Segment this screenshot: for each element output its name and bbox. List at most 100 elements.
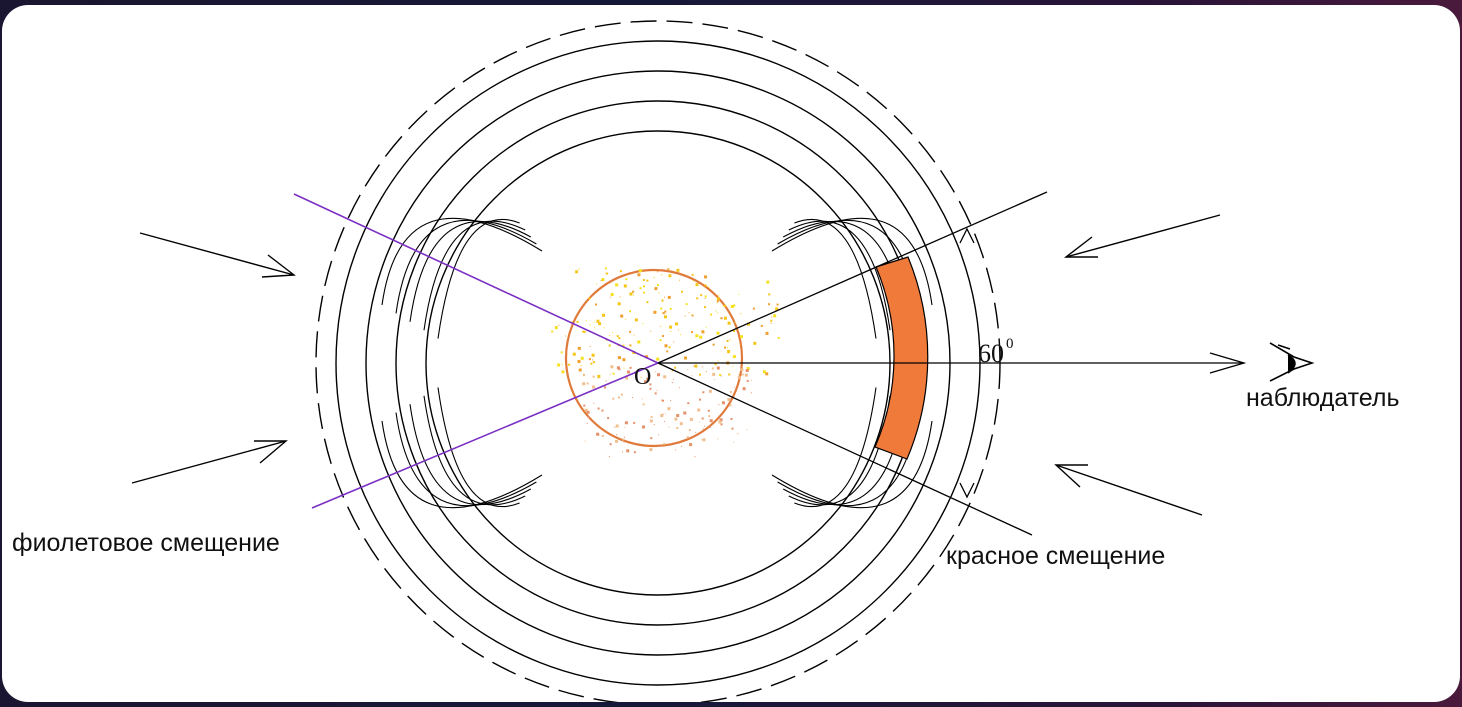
star-speckle <box>664 344 668 348</box>
star-speckle <box>596 432 600 436</box>
star-speckle <box>561 370 565 374</box>
star-speckle <box>656 357 660 361</box>
star-speckle <box>676 268 680 272</box>
diagram-panel: O 60 0 фиолетовое смещение красное смещен… <box>2 5 1460 702</box>
star-speckle <box>684 356 687 360</box>
star-speckle <box>687 369 689 371</box>
star-speckle <box>634 371 636 373</box>
star-speckle <box>720 423 723 426</box>
star-speckle <box>588 297 591 300</box>
star-speckle <box>747 322 750 326</box>
angle-ray-lower <box>657 362 1033 536</box>
star-speckle <box>591 353 595 357</box>
star-speckle <box>604 386 606 389</box>
star-speckle <box>765 331 769 335</box>
star-speckles <box>551 267 780 458</box>
star-speckle <box>704 284 707 287</box>
star-speckle <box>607 417 610 420</box>
star-speckle <box>604 267 607 270</box>
star-speckle <box>586 422 588 424</box>
star-speckle <box>702 391 705 394</box>
star-speckle <box>766 280 770 284</box>
star-speckle <box>627 370 630 374</box>
flow-line-left-lower <box>437 387 520 508</box>
star-speckle <box>653 276 655 278</box>
star-speckle <box>731 427 734 430</box>
star-speckle <box>768 293 771 296</box>
star-speckle <box>624 426 626 428</box>
star-speckle <box>605 272 607 274</box>
star-speckle <box>589 324 591 326</box>
star-speckle <box>638 269 642 273</box>
star-speckle <box>625 376 629 380</box>
star-speckle <box>698 421 700 423</box>
star-speckle <box>689 417 693 421</box>
star-speckle <box>705 371 707 373</box>
star-speckle <box>609 335 610 337</box>
star-speckle <box>589 346 591 347</box>
star-speckle <box>726 340 728 342</box>
star-speckle <box>660 414 664 418</box>
star-speckle <box>734 322 736 324</box>
star-speckle <box>740 313 742 315</box>
star-speckle <box>696 297 699 300</box>
red-shift-label: красное смещение <box>946 542 1166 570</box>
star-speckle <box>708 389 712 393</box>
star-speckle <box>712 343 715 346</box>
star-speckle <box>713 379 715 381</box>
star-speckle <box>716 331 720 335</box>
star-speckle <box>649 383 652 386</box>
star-speckle <box>551 330 554 333</box>
star-speckle <box>629 292 633 296</box>
star-speckle <box>664 315 667 319</box>
star-speckle <box>718 404 720 406</box>
star-speckle <box>685 303 688 306</box>
star-speckle <box>593 321 595 323</box>
angle-value: 60 <box>978 339 1004 368</box>
star-speckle <box>616 434 618 436</box>
star-speckle <box>745 369 749 372</box>
arrow-right-upper <box>1065 214 1221 258</box>
star-speckle <box>709 425 712 428</box>
star-speckle <box>679 279 680 281</box>
star-speckle <box>733 304 736 307</box>
star-speckle <box>558 324 560 326</box>
star-speckle <box>683 411 687 415</box>
star-speckle <box>695 283 699 287</box>
star-speckle <box>615 424 619 428</box>
star-speckle <box>657 284 659 287</box>
star-speckle <box>586 410 590 414</box>
star-speckle <box>617 302 621 306</box>
star-speckle <box>650 437 653 440</box>
star-speckle <box>618 396 620 399</box>
star-speckle <box>777 336 780 339</box>
star-speckle <box>602 313 605 317</box>
star-speckle <box>575 270 579 274</box>
star-speckle <box>660 307 663 310</box>
star-speckle <box>659 339 662 342</box>
star-speckle <box>605 380 607 382</box>
star-speckle <box>592 385 596 389</box>
angle-arc-arrow-bottom <box>959 482 975 499</box>
star-speckle <box>614 426 616 428</box>
star-speckle <box>557 363 561 367</box>
star-speckle <box>583 330 586 333</box>
star-speckle <box>684 315 686 317</box>
star-speckle <box>597 374 601 378</box>
star-speckle <box>664 420 666 422</box>
star-speckle <box>730 391 732 393</box>
star-speckle <box>596 319 600 323</box>
star-speckle <box>771 316 773 318</box>
star-speckle <box>565 335 567 337</box>
star-speckle <box>649 387 652 390</box>
star-speckle <box>657 373 660 377</box>
star-speckle <box>612 397 615 400</box>
star-speckle <box>674 366 677 369</box>
star-speckle <box>654 287 658 291</box>
star-speckle <box>622 358 626 362</box>
star-speckle <box>624 436 625 438</box>
star-speckle <box>702 438 706 442</box>
star-speckle <box>663 442 666 445</box>
star-speckle <box>634 318 638 322</box>
star-speckle <box>730 405 732 407</box>
